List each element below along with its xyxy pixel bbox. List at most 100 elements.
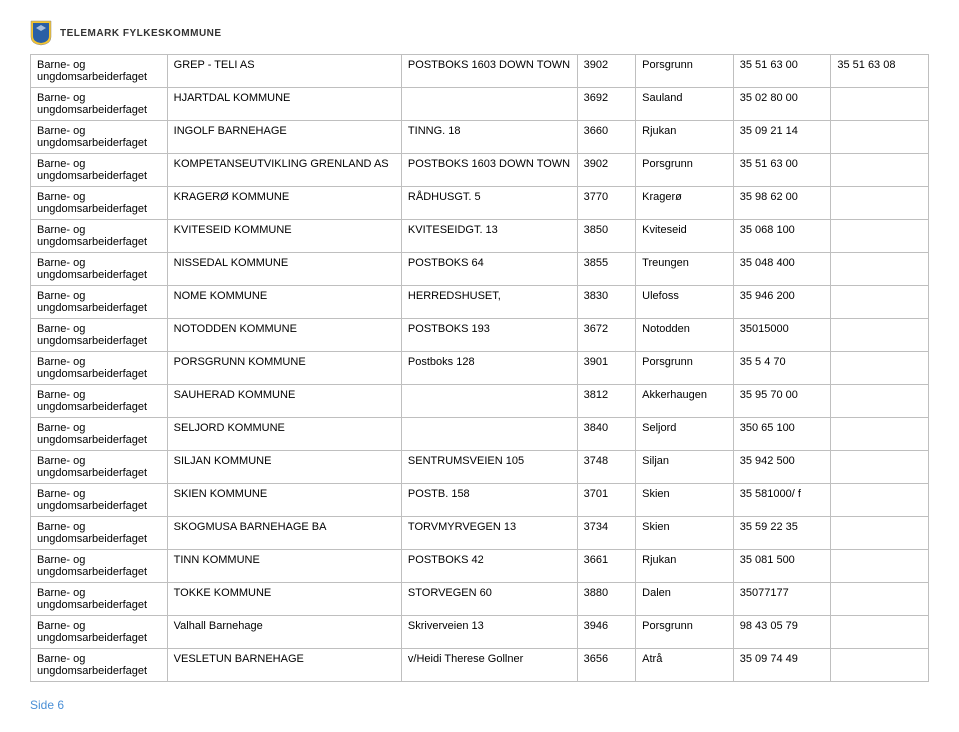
- table-cell: Porsgrunn: [636, 616, 734, 649]
- table-cell: TORVMYRVEGEN 13: [401, 517, 577, 550]
- table-cell: SKOGMUSA BARNEHAGE BA: [167, 517, 401, 550]
- table-cell: 35 081 500: [733, 550, 831, 583]
- table-cell: Treungen: [636, 253, 734, 286]
- table-cell: NOME KOMMUNE: [167, 286, 401, 319]
- table-cell: Barne- og ungdomsarbeiderfaget: [31, 154, 168, 187]
- table-row: Barne- og ungdomsarbeiderfagetKRAGERØ KO…: [31, 187, 929, 220]
- table-cell: Barne- og ungdomsarbeiderfaget: [31, 649, 168, 682]
- table-cell: 3902: [577, 55, 636, 88]
- table-cell: [401, 385, 577, 418]
- table-cell: 3812: [577, 385, 636, 418]
- table-cell: Barne- og ungdomsarbeiderfaget: [31, 187, 168, 220]
- table-cell: POSTBOKS 1603 DOWN TOWN: [401, 55, 577, 88]
- table-cell: [831, 484, 929, 517]
- table-cell: 3734: [577, 517, 636, 550]
- county-logo-icon: [30, 20, 52, 46]
- table-cell: 35 942 500: [733, 451, 831, 484]
- table-cell: 3946: [577, 616, 636, 649]
- table-cell: 3660: [577, 121, 636, 154]
- table-cell: [831, 154, 929, 187]
- table-cell: SKIEN KOMMUNE: [167, 484, 401, 517]
- table-cell: 35 51 63 08: [831, 55, 929, 88]
- table-cell: [831, 253, 929, 286]
- table-row: Barne- og ungdomsarbeiderfagetGREP - TEL…: [31, 55, 929, 88]
- table-cell: 3748: [577, 451, 636, 484]
- table-cell: Kragerø: [636, 187, 734, 220]
- table-cell: Valhall Barnehage: [167, 616, 401, 649]
- table-cell: Seljord: [636, 418, 734, 451]
- table-cell: SELJORD KOMMUNE: [167, 418, 401, 451]
- table-cell: Ulefoss: [636, 286, 734, 319]
- table-cell: Barne- og ungdomsarbeiderfaget: [31, 121, 168, 154]
- table-cell: 3902: [577, 154, 636, 187]
- table-cell: STORVEGEN 60: [401, 583, 577, 616]
- table-cell: KOMPETANSEUTVIKLING GRENLAND AS: [167, 154, 401, 187]
- table-cell: [831, 187, 929, 220]
- table-cell: HJARTDAL KOMMUNE: [167, 88, 401, 121]
- table-cell: POSTBOKS 193: [401, 319, 577, 352]
- table-cell: 35 02 80 00: [733, 88, 831, 121]
- table-cell: KRAGERØ KOMMUNE: [167, 187, 401, 220]
- table-cell: Barne- og ungdomsarbeiderfaget: [31, 253, 168, 286]
- table-cell: v/Heidi Therese Gollner: [401, 649, 577, 682]
- table-cell: Dalen: [636, 583, 734, 616]
- table-cell: Barne- og ungdomsarbeiderfaget: [31, 286, 168, 319]
- table-cell: [401, 418, 577, 451]
- table-cell: Rjukan: [636, 550, 734, 583]
- table-cell: 3855: [577, 253, 636, 286]
- table-cell: Barne- og ungdomsarbeiderfaget: [31, 220, 168, 253]
- table-cell: 35 09 21 14: [733, 121, 831, 154]
- table-cell: [831, 550, 929, 583]
- table-cell: 3656: [577, 649, 636, 682]
- table-cell: 3901: [577, 352, 636, 385]
- table-cell: [831, 616, 929, 649]
- table-row: Barne- og ungdomsarbeiderfagetSILJAN KOM…: [31, 451, 929, 484]
- table-cell: [831, 451, 929, 484]
- table-cell: 3661: [577, 550, 636, 583]
- table-cell: 35 51 63 00: [733, 154, 831, 187]
- table-cell: Rjukan: [636, 121, 734, 154]
- table-cell: Atrå: [636, 649, 734, 682]
- table-row: Barne- og ungdomsarbeiderfagetSKIEN KOMM…: [31, 484, 929, 517]
- table-cell: Barne- og ungdomsarbeiderfaget: [31, 418, 168, 451]
- table-cell: PORSGRUNN KOMMUNE: [167, 352, 401, 385]
- table-row: Barne- og ungdomsarbeiderfagetHJARTDAL K…: [31, 88, 929, 121]
- table-cell: 35 59 22 35: [733, 517, 831, 550]
- table-cell: Notodden: [636, 319, 734, 352]
- table-row: Barne- og ungdomsarbeiderfagetNOME KOMMU…: [31, 286, 929, 319]
- page-header: TELEMARK FYLKESKOMMUNE: [30, 20, 929, 46]
- table-row: Barne- og ungdomsarbeiderfagetTINN KOMMU…: [31, 550, 929, 583]
- table-cell: [831, 352, 929, 385]
- table-cell: [831, 319, 929, 352]
- table-cell: NOTODDEN KOMMUNE: [167, 319, 401, 352]
- table-row: Barne- og ungdomsarbeiderfagetINGOLF BAR…: [31, 121, 929, 154]
- table-cell: Barne- og ungdomsarbeiderfaget: [31, 88, 168, 121]
- table-cell: 35077177: [733, 583, 831, 616]
- table-row: Barne- og ungdomsarbeiderfagetNOTODDEN K…: [31, 319, 929, 352]
- table-cell: Sauland: [636, 88, 734, 121]
- data-table: Barne- og ungdomsarbeiderfagetGREP - TEL…: [30, 54, 929, 682]
- table-cell: Skien: [636, 517, 734, 550]
- table-cell: Barne- og ungdomsarbeiderfaget: [31, 517, 168, 550]
- table-cell: Skien: [636, 484, 734, 517]
- table-cell: Barne- og ungdomsarbeiderfaget: [31, 385, 168, 418]
- table-cell: Barne- og ungdomsarbeiderfaget: [31, 550, 168, 583]
- table-cell: 3672: [577, 319, 636, 352]
- table-cell: [831, 583, 929, 616]
- table-cell: Kviteseid: [636, 220, 734, 253]
- table-cell: 3692: [577, 88, 636, 121]
- table-cell: TOKKE KOMMUNE: [167, 583, 401, 616]
- table-cell: POSTBOKS 1603 DOWN TOWN: [401, 154, 577, 187]
- table-cell: 3840: [577, 418, 636, 451]
- table-cell: Postboks 128: [401, 352, 577, 385]
- table-cell: SAUHERAD KOMMUNE: [167, 385, 401, 418]
- table-cell: [831, 517, 929, 550]
- table-cell: Porsgrunn: [636, 352, 734, 385]
- table-cell: TINNG. 18: [401, 121, 577, 154]
- table-row: Barne- og ungdomsarbeiderfagetValhall Ba…: [31, 616, 929, 649]
- table-cell: [831, 220, 929, 253]
- table-cell: 35 51 63 00: [733, 55, 831, 88]
- table-row: Barne- og ungdomsarbeiderfagetTOKKE KOMM…: [31, 583, 929, 616]
- table-cell: 3880: [577, 583, 636, 616]
- table-cell: [831, 418, 929, 451]
